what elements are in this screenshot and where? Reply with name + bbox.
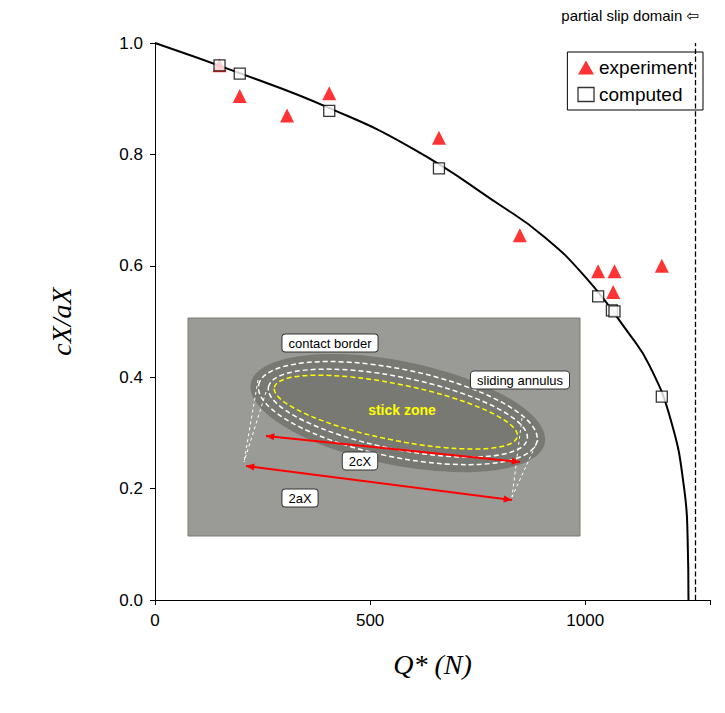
svg-text:experiment: experiment: [599, 57, 694, 78]
svg-text:Q* (N): Q* (N): [393, 649, 472, 680]
svg-text:500: 500: [356, 611, 384, 630]
svg-text:stick zone: stick zone: [368, 402, 436, 418]
svg-text:0.8: 0.8: [119, 145, 143, 164]
svg-text:contact border: contact border: [288, 336, 372, 351]
svg-text:0: 0: [150, 611, 159, 630]
svg-text:cX/aX: cX/aX: [46, 286, 77, 355]
svg-text:sliding annulus: sliding annulus: [477, 373, 564, 388]
svg-text:0.6: 0.6: [119, 256, 143, 275]
svg-text:2cX: 2cX: [349, 454, 372, 469]
svg-text:computed: computed: [599, 84, 682, 105]
svg-text:0.0: 0.0: [119, 591, 143, 610]
svg-text:partial slip domain ⇦: partial slip domain ⇦: [561, 7, 699, 24]
svg-text:0.4: 0.4: [119, 368, 143, 387]
svg-text:2aX: 2aX: [288, 491, 311, 506]
svg-text:1000: 1000: [566, 611, 604, 630]
svg-text:0.2: 0.2: [119, 479, 143, 498]
svg-text:1.0: 1.0: [119, 34, 143, 53]
